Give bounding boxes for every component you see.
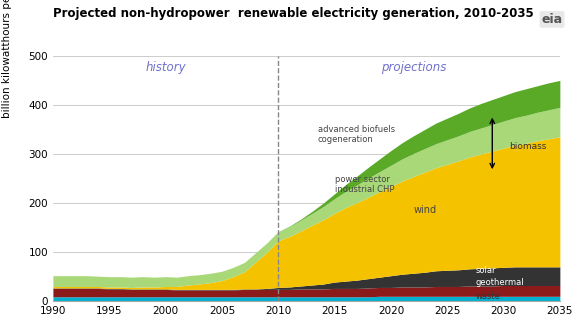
Text: power sector
industrial CHP: power sector industrial CHP [335,175,394,194]
Text: wind: wind [413,205,436,215]
Text: biomass: biomass [509,142,546,151]
Text: eia: eia [542,13,563,26]
Text: Projected non-hydropower  renewable electricity generation, 2010-2035: Projected non-hydropower renewable elect… [53,7,534,20]
Text: projections: projections [380,61,446,74]
Y-axis label: billion kilowatthours per year: billion kilowatthours per year [2,0,12,118]
Text: waste: waste [476,292,500,301]
Text: solar: solar [476,266,496,275]
Text: advanced biofuels
cogeneration: advanced biofuels cogeneration [318,125,395,144]
Text: geothermal: geothermal [476,278,524,287]
Text: history: history [145,61,186,74]
